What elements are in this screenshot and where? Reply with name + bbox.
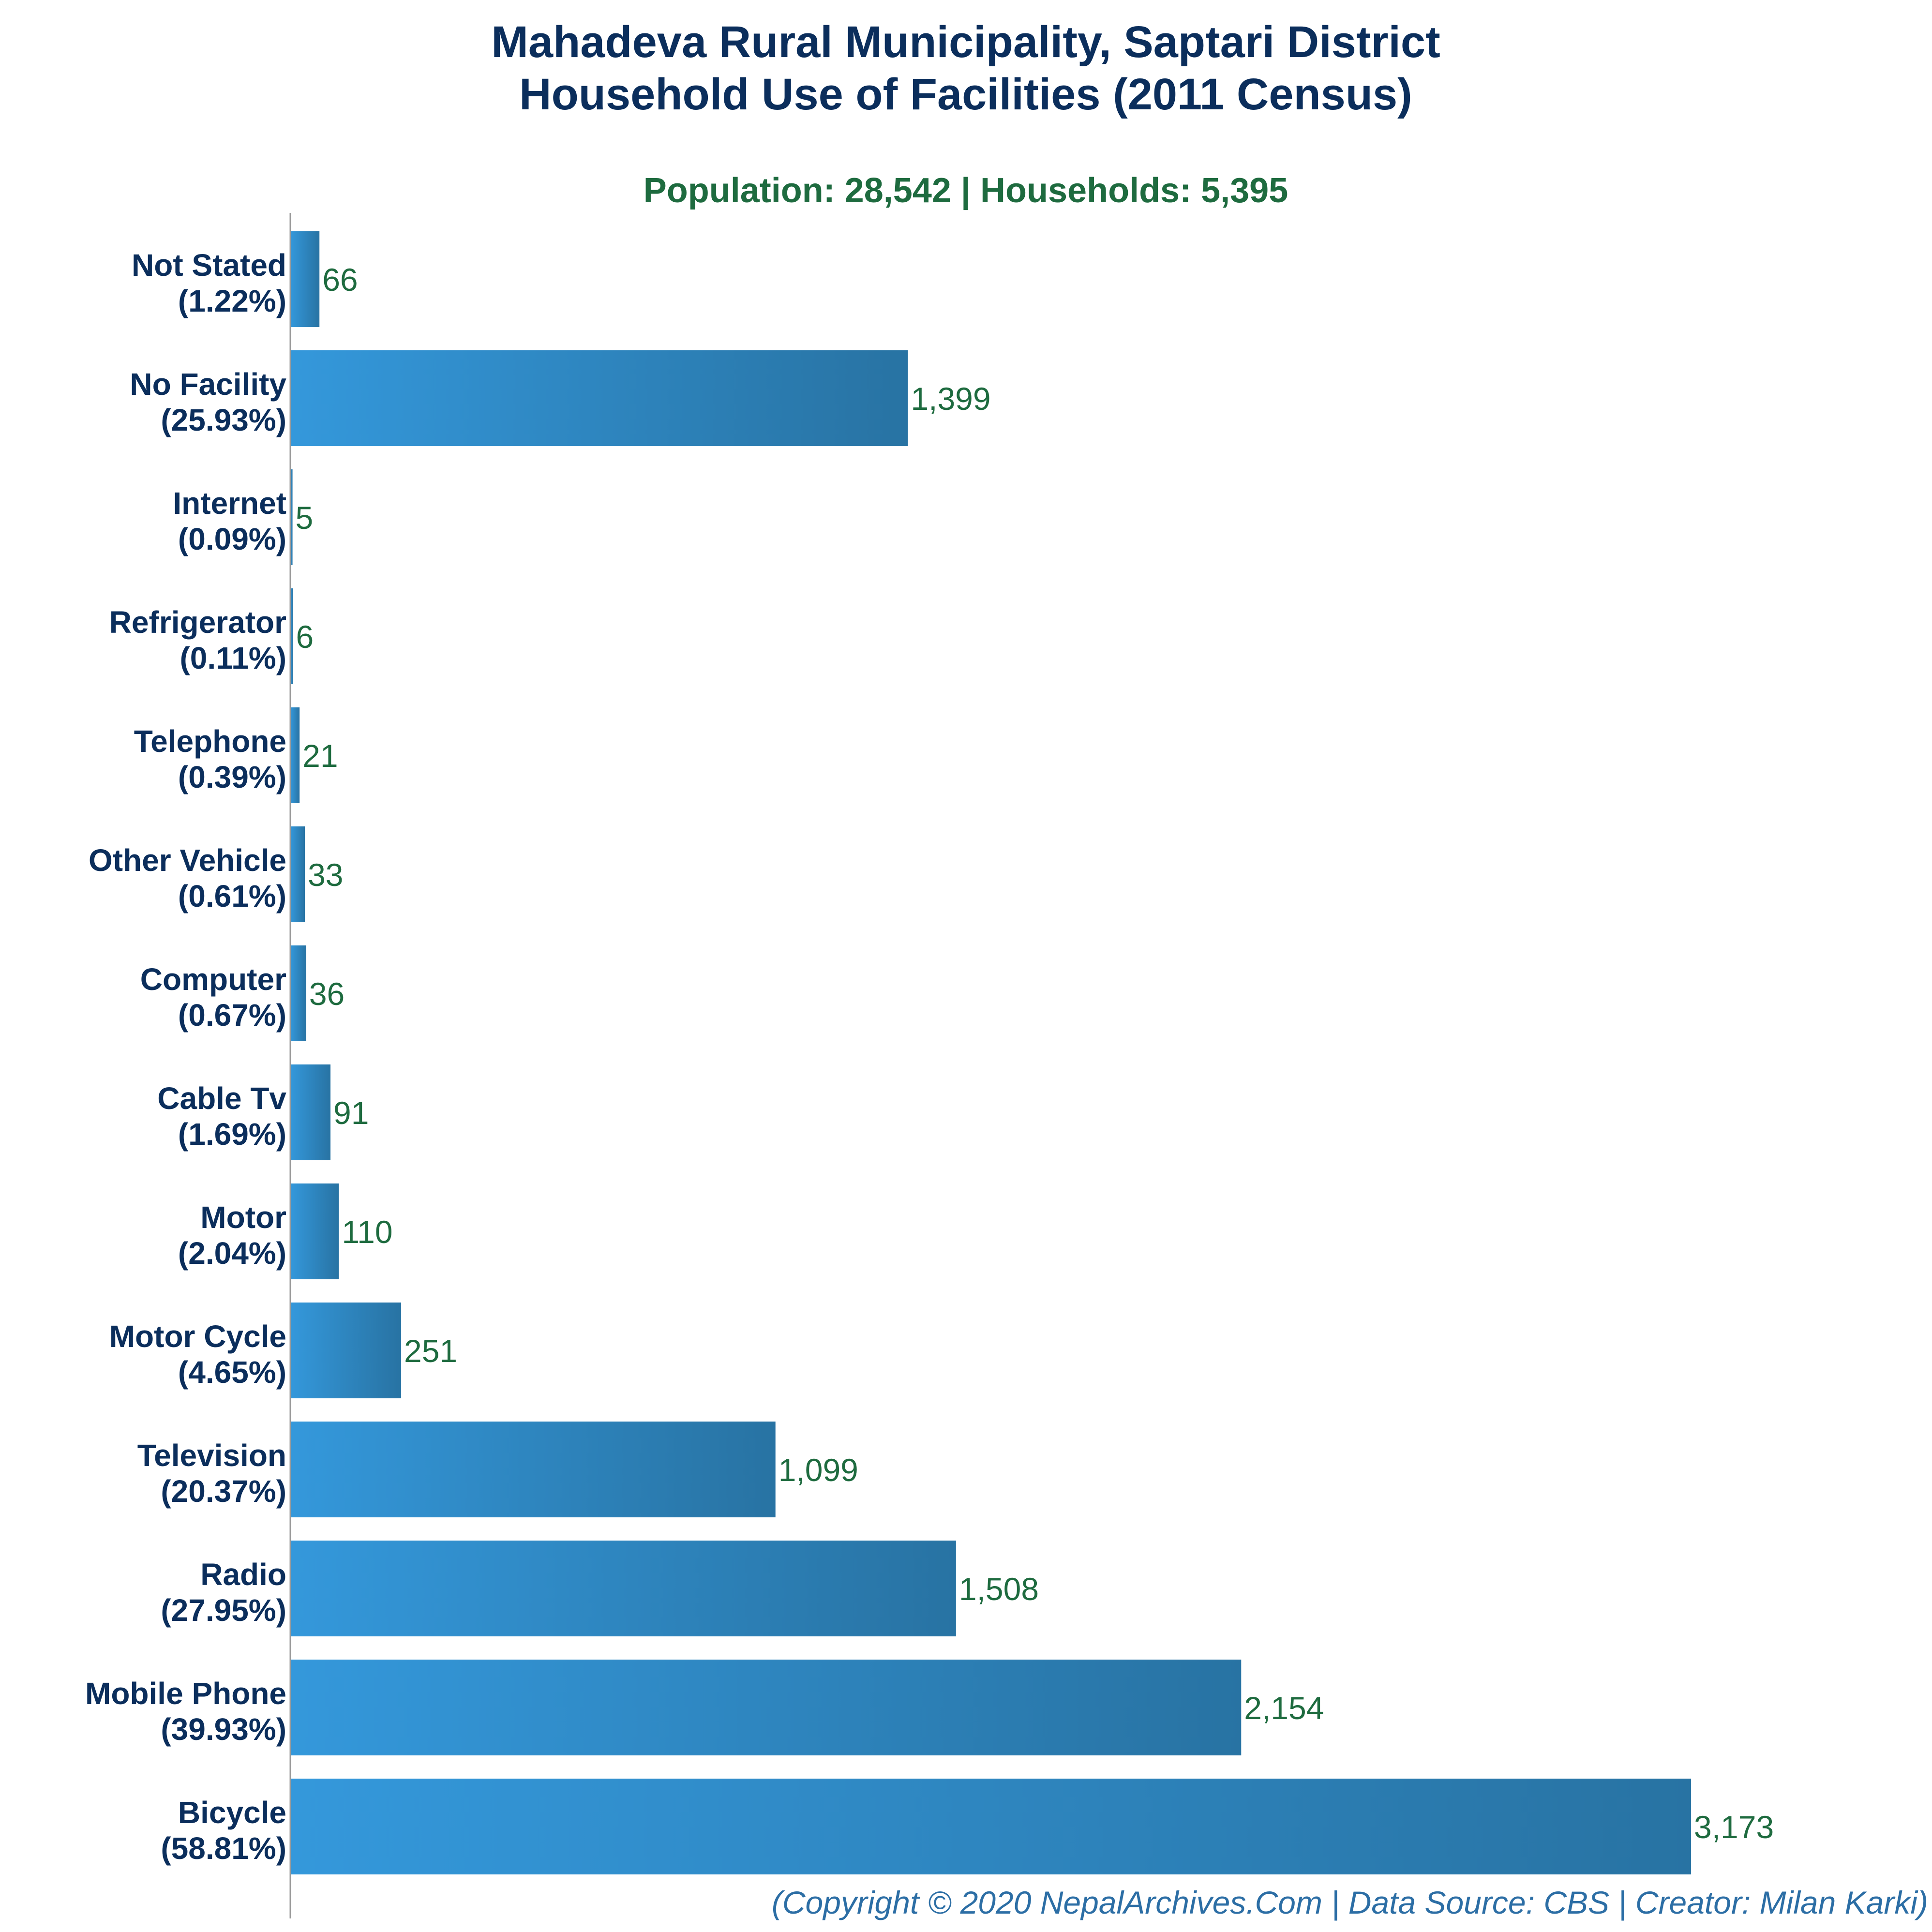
- category-percent: (20.37%): [161, 1474, 286, 1509]
- bar-not-stated: [290, 231, 320, 327]
- category-name: Not Stated: [132, 248, 286, 283]
- category-label-bicycle: Bicycle (58.81%): [161, 1795, 286, 1866]
- category-name: Computer: [140, 962, 286, 997]
- category-name: Telephone: [134, 724, 286, 759]
- category-percent: (0.09%): [178, 522, 286, 556]
- bar-cable-tv: [290, 1064, 331, 1160]
- bar-motor-cycle: [290, 1303, 402, 1398]
- value-label-cable-tv: 91: [333, 1095, 369, 1131]
- bar-television: [290, 1422, 776, 1517]
- category-name: No Facility: [130, 367, 286, 402]
- category-percent: (58.81%): [161, 1831, 286, 1866]
- value-label-motor-cycle: 251: [404, 1333, 457, 1369]
- category-percent: (0.39%): [178, 760, 286, 794]
- value-labels: 66 1,399 5 6 21 33 36 91 110 251 1,099 1,508 2,154 3,…: [296, 262, 1774, 1845]
- value-label-not-stated: 66: [322, 262, 358, 298]
- bar-other-vehicle: [290, 826, 305, 922]
- bar-radio: [290, 1541, 956, 1636]
- bar-no-facility: [290, 350, 908, 446]
- category-percent: (39.93%): [161, 1712, 286, 1747]
- value-label-internet: 5: [296, 500, 314, 536]
- category-name: Motor: [200, 1200, 286, 1235]
- bar-telephone: [290, 707, 300, 803]
- category-label-motor-cycle: Motor Cycle (4.65%): [109, 1319, 286, 1390]
- category-name: Other Vehicle: [89, 843, 286, 878]
- category-label-motor: Motor (2.04%): [178, 1200, 286, 1271]
- category-label-no-facility: No Facility (25.93%): [130, 367, 286, 437]
- category-label-internet: Internet (0.09%): [173, 486, 286, 556]
- category-name: Motor Cycle: [109, 1319, 286, 1354]
- category-label-not-stated: Not Stated (1.22%): [132, 248, 286, 318]
- bar-refrigerator: [290, 588, 293, 684]
- category-percent: (0.67%): [178, 998, 286, 1033]
- category-label-other-vehicle: Other Vehicle (0.61%): [89, 843, 286, 914]
- category-percent: (2.04%): [178, 1236, 286, 1271]
- value-label-radio: 1,508: [959, 1571, 1039, 1607]
- category-percent: (25.93%): [161, 403, 286, 437]
- category-label-mobile-phone: Mobile Phone (39.93%): [85, 1676, 286, 1747]
- category-name: Cable Tv: [157, 1081, 286, 1116]
- category-name: Mobile Phone: [85, 1676, 286, 1711]
- chart-title-line1: Mahadeva Rural Municipality, Saptari Dis…: [491, 17, 1440, 67]
- bar-motor: [290, 1183, 339, 1279]
- value-label-refrigerator: 6: [296, 619, 314, 655]
- footer-credit: (Copyright © 2020 NepalArchives.Com | Da…: [772, 1885, 1928, 1921]
- category-label-radio: Radio (27.95%): [161, 1557, 286, 1628]
- category-percent: (4.65%): [178, 1355, 286, 1390]
- category-label-cable-tv: Cable Tv (1.69%): [157, 1081, 286, 1152]
- value-label-computer: 36: [309, 976, 344, 1012]
- category-percent: (1.69%): [178, 1117, 286, 1152]
- category-percent: (27.95%): [161, 1593, 286, 1628]
- category-percent: (0.61%): [178, 879, 286, 914]
- category-labels: Not Stated (1.22%) No Facility (25.93%) Inte…: [85, 248, 286, 1866]
- category-label-television: Television (20.37%): [137, 1438, 286, 1509]
- category-name: Bicycle: [178, 1795, 286, 1830]
- chart-title-line2: Household Use of Facilities (2011 Census…: [519, 70, 1412, 119]
- bar-internet: [290, 469, 293, 565]
- value-label-bicycle: 3,173: [1694, 1809, 1774, 1845]
- value-label-other-vehicle: 33: [308, 857, 343, 893]
- value-label-television: 1,099: [779, 1452, 858, 1488]
- chart-subtitle: Population: 28,542 | Households: 5,395: [644, 171, 1288, 210]
- category-name: Refrigerator: [109, 605, 286, 640]
- bar-computer: [290, 945, 306, 1041]
- category-label-refrigerator: Refrigerator (0.11%): [109, 605, 286, 675]
- category-percent: (1.22%): [178, 284, 286, 318]
- bars-layer: [290, 231, 1691, 1874]
- category-name: Internet: [173, 486, 286, 521]
- value-label-no-facility: 1,399: [911, 381, 990, 417]
- bar-mobile-phone: [290, 1660, 1242, 1755]
- category-label-computer: Computer (0.67%): [140, 962, 286, 1033]
- category-name: Television: [137, 1438, 286, 1473]
- bar-bicycle: [290, 1779, 1691, 1874]
- value-label-telephone: 21: [302, 738, 338, 774]
- category-name: Radio: [200, 1557, 286, 1592]
- category-percent: (0.11%): [180, 641, 286, 675]
- value-label-mobile-phone: 2,154: [1244, 1690, 1324, 1726]
- value-label-motor: 110: [342, 1214, 392, 1250]
- category-label-telephone: Telephone (0.39%): [134, 724, 286, 794]
